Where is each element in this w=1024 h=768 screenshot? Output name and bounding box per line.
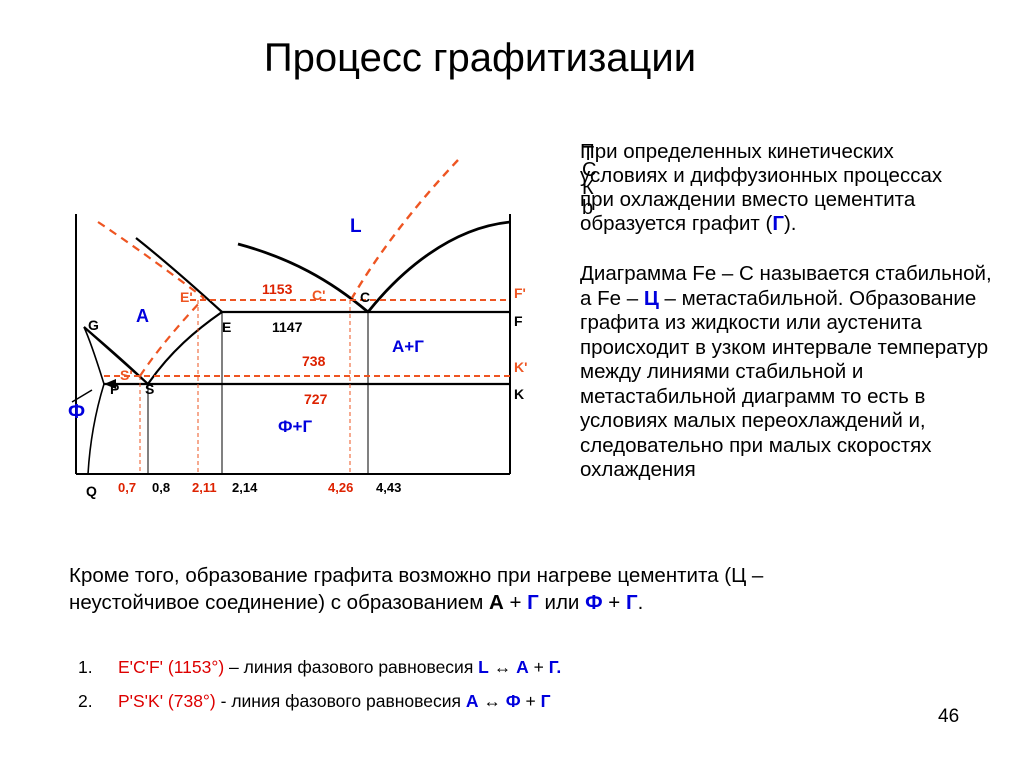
overlapping-glyphs: Т С К b bbox=[582, 142, 596, 220]
x-label-0-7: 0,7 bbox=[118, 480, 136, 495]
gs-line bbox=[83, 326, 149, 385]
paragraph-stable-metastable: Диаграмма Fe – C называется стабильной, … bbox=[580, 262, 992, 481]
phase-f-pointer bbox=[71, 389, 93, 403]
stable-liquidus-c bbox=[350, 159, 459, 299]
fe-c-phase-diagram: G P S Q E C F K E' C' F' S' K' 1153 1147… bbox=[68, 159, 527, 499]
point-f-label: F bbox=[514, 313, 523, 329]
liquidus-cd bbox=[366, 220, 511, 313]
stable-solidus-e bbox=[97, 221, 205, 299]
x-label-2-14: 2,14 bbox=[232, 480, 258, 495]
point-f-prime-label: F' bbox=[514, 285, 526, 301]
x-label-0-8: 0,8 bbox=[152, 480, 170, 495]
ghost-glyph: К bbox=[582, 177, 594, 199]
point-s-prime-label: S' bbox=[120, 367, 133, 383]
phase-a-label: A bbox=[136, 306, 149, 326]
list-item: 1. E'C'F' (1153°) – линия фазового равнов… bbox=[78, 657, 562, 677]
point-g-label: G bbox=[88, 317, 99, 333]
temp-727-label: 727 bbox=[304, 391, 328, 407]
temp-1147-label: 1147 bbox=[272, 319, 303, 335]
equilibrium-lines-list: 1. E'C'F' (1153°) – линия фазового равнов… bbox=[78, 655, 561, 723]
x-label-2-11: 2,11 bbox=[192, 480, 217, 495]
point-c-label: C bbox=[360, 289, 370, 305]
temp-1153-label: 1153 bbox=[262, 281, 293, 297]
paragraph-graphite-formation: При определенных кинетических условиях и… bbox=[580, 140, 1000, 236]
ghost-glyph: С bbox=[582, 159, 597, 181]
phase-fg-label: Ф+Г bbox=[278, 417, 312, 436]
paragraph-line: образуется графит (Г). bbox=[580, 212, 797, 235]
x-label-4-43: 4,43 bbox=[376, 480, 401, 495]
gp-line bbox=[83, 326, 105, 385]
point-c-prime-label: C' bbox=[312, 287, 325, 303]
paragraph-line: условиях и диффузионных процессах bbox=[580, 164, 943, 187]
liquidus-ac bbox=[237, 242, 369, 314]
point-p-label: P bbox=[110, 381, 119, 397]
paragraph-cementite-heating: Кроме того, образование графита возможно… bbox=[69, 564, 764, 614]
point-k-prime-label: K' bbox=[514, 359, 527, 375]
slide-title: Процесс графитизации bbox=[263, 36, 697, 80]
phase-l-label: L bbox=[350, 216, 362, 237]
phase-f-label: Ф bbox=[68, 401, 85, 423]
es-line bbox=[147, 311, 223, 385]
temp-738-label: 738 bbox=[302, 353, 326, 369]
point-e-label: E bbox=[222, 319, 231, 335]
point-e-prime-label: E' bbox=[180, 289, 193, 305]
point-s-label: S bbox=[145, 381, 154, 397]
pq-line bbox=[87, 383, 105, 475]
paragraph-line: при охлаждении вместо цементита bbox=[580, 188, 916, 211]
point-q-label: Q bbox=[86, 483, 97, 499]
paragraph-line: При определенных кинетических bbox=[580, 140, 894, 163]
ghost-glyph: Т bbox=[582, 143, 595, 165]
point-k-label: K bbox=[514, 386, 524, 402]
x-label-4-26: 4,26 bbox=[328, 480, 353, 495]
page-number: 46 bbox=[938, 706, 960, 727]
list-item: 2. P'S'K' (738°) - линия фазового равнове… bbox=[78, 691, 551, 711]
p-arrow bbox=[104, 379, 116, 389]
solidus-ae bbox=[135, 237, 223, 313]
phase-ag-label: А+Г bbox=[392, 337, 424, 356]
stable-es-line bbox=[139, 297, 205, 377]
ghost-glyph: b bbox=[582, 197, 594, 219]
